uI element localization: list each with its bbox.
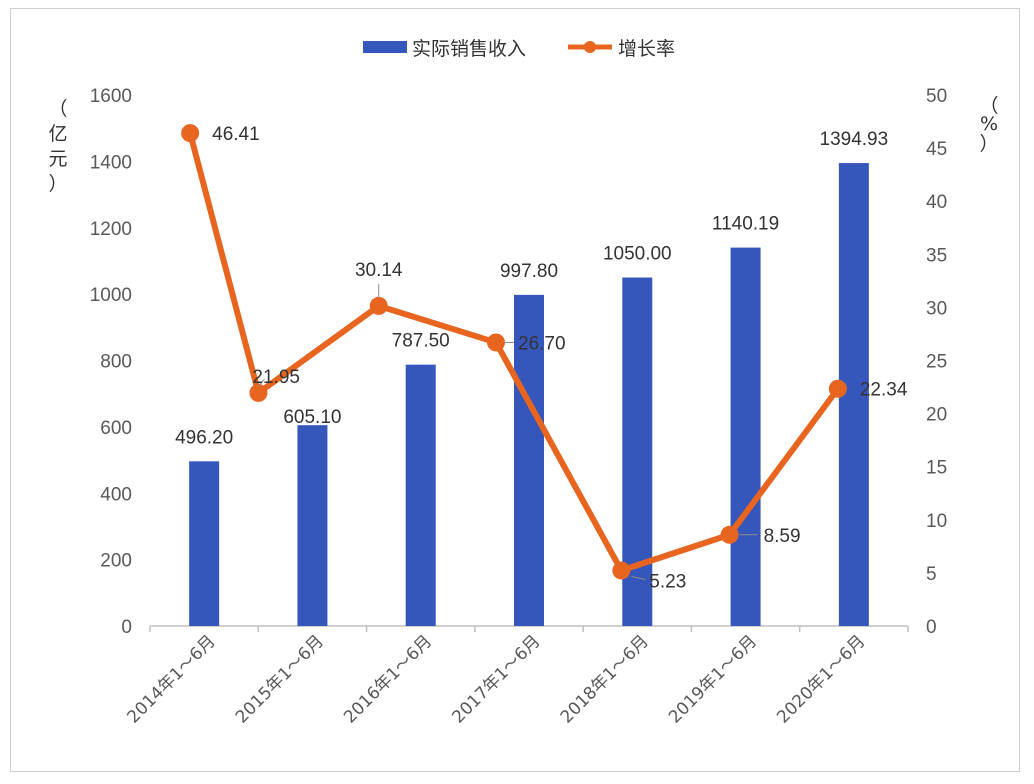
right-axis-ticks: 0 5 10 15 20 25 30 35 40 45 50 [926,86,947,638]
right-tick-label: 35 [926,245,947,266]
right-tick-label: 30 [926,298,947,319]
bar-value-label: 1394.93 [820,129,889,150]
bar-data-labels: 496.20 605.10 787.50 997.80 1050.00 1140.19 13… [175,129,888,448]
right-axis-unit-label: （%） [979,95,998,155]
line-data-labels: 46.41 21.95 30.14 26.70 5.23 8.59 22.34 [212,124,908,592]
x-category-label: 2015年1～6月 [232,631,328,727]
x-category-label: 2016年1～6月 [340,631,436,727]
left-axis-ticks: 0 200 400 600 800 1000 1200 1400 1600 [90,86,132,638]
bar-value-label: 1050.00 [603,244,672,265]
right-tick-label: 45 [926,139,947,160]
bar-revenue [297,425,328,626]
bar-revenue [514,294,544,626]
left-tick-label: 1600 [90,86,132,107]
x-category-label: 2020年1～6月 [773,631,869,727]
growth-marker [249,383,268,402]
bar-revenue [189,461,220,626]
left-tick-label: 400 [100,484,132,505]
x-category-label: 2018年1～6月 [557,631,653,727]
left-tick-label: 0 [121,617,132,638]
growth-marker [612,561,631,580]
left-tick-label: 800 [100,352,132,373]
growth-value-label: 5.23 [649,571,686,592]
left-tick-label: 600 [100,418,132,439]
left-tick-label: 200 [100,551,132,572]
left-tick-label: 1400 [90,152,132,173]
right-tick-label: 25 [926,352,947,373]
growth-value-label: 30.14 [355,260,403,281]
left-tick-label: 1200 [90,219,132,240]
left-unit-char: 亿 [48,123,67,145]
growth-marker [720,525,739,544]
right-tick-label: 40 [926,192,947,213]
left-tick-label: 1000 [90,285,132,306]
bar-revenue [405,364,436,626]
bar-value-label: 787.50 [392,331,450,352]
right-tick-label: 5 [926,564,937,585]
right-tick-label: 20 [926,405,947,426]
bar-revenue [730,247,761,627]
bar-value-label: 1140.19 [712,214,779,235]
bar-value-label: 605.10 [283,407,341,428]
legend-label-revenue: 实际销售收入 [412,38,526,60]
left-unit-char: （ [48,98,67,120]
legend-swatch-revenue [363,41,407,53]
growth-value-label: 8.59 [764,526,801,547]
x-category-label: 2019年1～6月 [665,631,761,727]
right-tick-label: 15 [926,458,947,479]
x-category-label: 2017年1～6月 [448,631,544,727]
right-tick-label: 50 [926,86,947,107]
right-unit-char: % [980,113,998,135]
legend: 实际销售收入 增长率 [363,38,675,60]
right-unit-char: ） [979,133,998,155]
left-axis-unit-label: （ 亿元 ） [48,98,67,195]
growth-value-label: 21.95 [252,367,300,388]
legend-swatch-growth-marker [584,41,596,53]
growth-value-label: 26.70 [518,333,566,354]
growth-marker [487,333,505,352]
growth-label-leader [258,378,265,388]
legend-label-growth: 增长率 [618,38,675,60]
x-axis: 2014年1～6月 2015年1～6月 2016年1～6月 2017年1～6月 2018… [124,625,909,727]
growth-marker [181,124,200,143]
x-category-label: 2014年1～6月 [124,631,220,727]
right-tick-label: 0 [926,617,937,638]
bar-value-label: 997.80 [500,261,558,282]
left-unit-char: ） [48,173,67,195]
right-unit-char: （ [979,95,998,117]
growth-marker [369,296,388,315]
right-tick-label: 10 [926,511,947,532]
line-series-growth [181,124,847,580]
left-unit-char: 元 [48,148,67,170]
bar-value-label: 496.20 [175,427,233,448]
growth-value-label: 46.41 [212,124,260,145]
growth-marker [828,379,847,398]
growth-value-label: 22.34 [860,380,908,401]
growth-label-leader [631,575,646,580]
